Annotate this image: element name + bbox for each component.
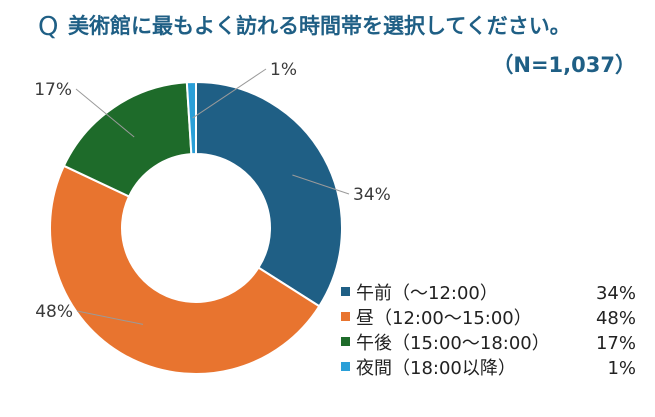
legend-value-2: 17% [596, 333, 636, 354]
data-label-3: 1% [270, 60, 297, 80]
chart-title: 美術館に最もよく訪れる時間帯を選択してください。 [68, 14, 571, 38]
callout-line-2 [75, 88, 135, 138]
legend-label-0: 午前（～12:00） [356, 283, 498, 304]
donut-slice-0 [195, 80, 343, 308]
callout-line-1 [76, 310, 144, 325]
legend-label-3: 夜間（18:00以降） [356, 358, 516, 379]
data-label-1: 48% [35, 302, 73, 322]
legend-swatch-2 [341, 337, 350, 346]
legend-swatch-1 [341, 312, 350, 321]
legend-label-2: 午後（15:00～18:00） [356, 333, 550, 354]
donut-slice-1 [49, 164, 321, 375]
legend: 午前（～12:00） 34% 昼（12:00～15:00） 48% 午後（15:00～1… [341, 283, 636, 379]
data-label-0: 34% [353, 185, 391, 205]
callout-line-3 [192, 68, 267, 119]
callout-line-0 [292, 174, 350, 195]
question-marker: Q [38, 12, 58, 42]
legend-value-0: 34% [596, 283, 636, 304]
donut-callouts: 34% 48% 17% 1% [34, 60, 391, 325]
legend-label-1: 昼（12:00～15:00） [356, 308, 532, 329]
donut-slices [49, 80, 343, 375]
data-label-2: 17% [34, 80, 72, 100]
legend-value-3: 1% [607, 358, 636, 379]
legend-swatch-3 [341, 362, 350, 371]
legend-swatch-0 [341, 287, 350, 296]
chart-subtitle: （N=1,037） [492, 53, 636, 77]
legend-value-1: 48% [596, 308, 636, 329]
donut-slice-3 [185, 80, 197, 156]
